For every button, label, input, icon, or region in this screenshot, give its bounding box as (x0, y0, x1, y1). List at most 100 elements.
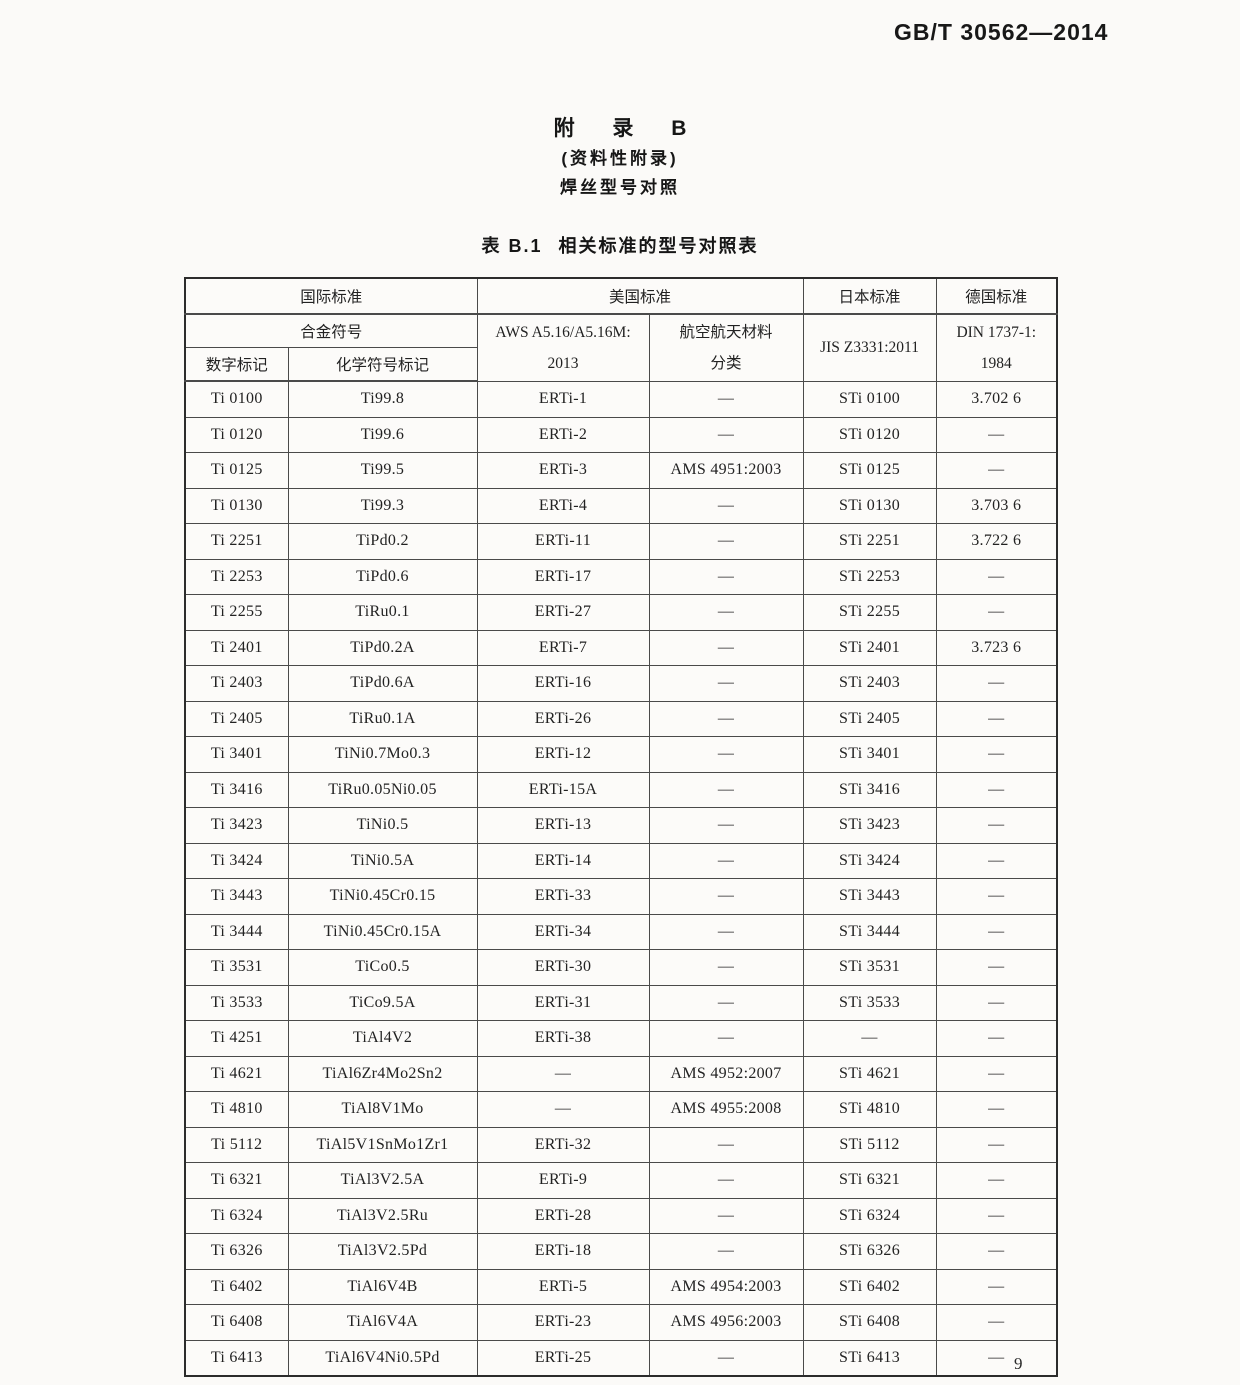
standard-number: GB/T 30562—2014 (894, 19, 1109, 45)
table-row: Ti 6321 TiAl3V2.5A ERTi-9— STi 6321— (184, 1162, 1058, 1199)
table-cell: ERTi-13 (476, 807, 650, 844)
table-cell: — (648, 736, 804, 773)
table-cell: — (935, 416, 1058, 453)
header-aws-spec: AWS A5.16/A5.16M: 2013 (476, 313, 650, 382)
table-row: Ti 6402 TiAl6V4B ERTi-5 AMS 4954:2003 STi 64… (184, 1268, 1058, 1305)
table-cell: — (648, 878, 804, 915)
table-cell: — (648, 380, 804, 418)
table-cell: Ti 0130 (184, 487, 289, 524)
table-cell: — (935, 700, 1058, 737)
table-cell: TiPd0.2A (287, 629, 478, 666)
table-cell: Ti 6413 (184, 1339, 289, 1377)
appendix-title: 附 录 B (553, 117, 703, 140)
table-cell: ERTi-17 (476, 558, 650, 595)
header-aerospace-line1: 航空航天材料 (679, 323, 773, 341)
table-cell: — (648, 807, 804, 844)
table-cell: ERTi-1 (476, 380, 650, 418)
table-row: Ti 3423 TiNi0.5 ERTi-13— STi 3423— (184, 807, 1058, 844)
table-row: Ti 2255 TiRu0.1 ERTi-27— STi 2255— (184, 594, 1058, 631)
table-cell: Ti 4621 (184, 1055, 289, 1092)
table-cell: — (935, 1126, 1058, 1163)
table-cell: STi 0130 (802, 487, 937, 524)
table-row: Ti 6326 TiAl3V2.5Pd ERTi-18— STi 6326— (184, 1233, 1058, 1270)
header-us-standard: 美国标准 (476, 277, 804, 315)
table-cell: Ti 6326 (184, 1233, 289, 1270)
table-cell: ERTi-38 (476, 1020, 650, 1057)
appendix-subtitle: (资料性附录) (561, 149, 679, 168)
table-cell: ERTi-12 (476, 736, 650, 773)
table-cell: ERTi-11 (476, 523, 650, 560)
table-row: Ti 4251 TiAl4V2 ERTi-38— — — (184, 1020, 1058, 1057)
header-alloy-symbol: 合金符号 (184, 313, 478, 348)
table-row: Ti 0100 Ti99.8 ERTi-1— STi 0100 3.702 6 (184, 380, 1058, 418)
table-cell: TiNi0.45Cr0.15A (287, 913, 478, 950)
table-cell: — (648, 949, 804, 986)
table-cell: STi 2255 (802, 594, 937, 631)
table-cell: STi 6321 (802, 1162, 937, 1199)
table-cell: STi 2253 (802, 558, 937, 595)
table-cell: Ti 2401 (184, 629, 289, 666)
table-cell: ERTi-9 (476, 1162, 650, 1199)
header-din-line1: DIN 1737-1: (956, 323, 1037, 341)
table-cell: STi 3444 (802, 913, 937, 950)
header-aerospace-line2: 分类 (710, 354, 742, 372)
table-row: Ti 6413 TiAl6V4Ni0.5Pd ERTi-25— STi 6413— (184, 1339, 1058, 1377)
page-number: 9 (1014, 1354, 1023, 1373)
header-row-standards: 国际标准 美国标准 日本标准 德国标准 (184, 277, 1058, 315)
table-cell: STi 3531 (802, 949, 937, 986)
table-cell: — (648, 558, 804, 595)
table-cell: Ti99.8 (287, 380, 478, 418)
table-cell: STi 2403 (802, 665, 937, 702)
table-body: Ti 0100 Ti99.8 ERTi-1— STi 0100 3.702 6 Ti 01… (184, 380, 1058, 1377)
table-cell: ERTi-31 (476, 984, 650, 1021)
table-cell: ERTi-5 (476, 1268, 650, 1305)
table-cell: Ti 0100 (184, 380, 289, 418)
header-din-spec: DIN 1737-1: 1984 (935, 313, 1058, 382)
table-cell: TiNi0.45Cr0.15 (287, 878, 478, 915)
table-cell: STi 3443 (802, 878, 937, 915)
table-cell: — (935, 1020, 1058, 1057)
table-cell: AMS 4956:2003 (648, 1304, 804, 1341)
table-row: Ti 3416 TiRu0.05Ni0.05 ERTi-15A — STi 3416— (184, 771, 1058, 808)
table-row: Ti 3533 TiCo9.5A ERTi-31— STi 3533— (184, 984, 1058, 1021)
table-cell: STi 3416 (802, 771, 937, 808)
table-cell: — (648, 523, 804, 560)
header-numeric-mark: 数字标记 (184, 346, 289, 382)
table-cell: ERTi-33 (476, 878, 650, 915)
table-row: Ti 6408 TiAl6V4A ERTi-23 AMS 4956:2003 STi 6… (184, 1304, 1058, 1341)
table-cell: TiRu0.1 (287, 594, 478, 631)
table-cell: Ti 6402 (184, 1268, 289, 1305)
table-cell: Ti 3443 (184, 878, 289, 915)
table-cell: TiAl5V1SnMo1Zr1 (287, 1126, 478, 1163)
table-cell: TiAl3V2.5Pd (287, 1233, 478, 1270)
appendix-subject: 焊丝型号对照 (560, 178, 680, 197)
table-cell: — (935, 1162, 1058, 1199)
header-jis-spec: JIS Z3331:2011 (802, 313, 937, 382)
table-cell: ERTi-2 (476, 416, 650, 453)
table-cell: STi 3533 (802, 984, 937, 1021)
table-cell: TiAl3V2.5Ru (287, 1197, 478, 1234)
table-cell: Ti 5112 (184, 1126, 289, 1163)
header-din-line2: 1984 (980, 354, 1012, 372)
table-cell: — (935, 1055, 1058, 1092)
table-cell: — (935, 1091, 1058, 1128)
table-cell: — (935, 842, 1058, 879)
table-cell: STi 2401 (802, 629, 937, 666)
table-cell: TiNi0.5A (287, 842, 478, 879)
table-cell: — (935, 1268, 1058, 1305)
table-cell: 3.723 6 (935, 629, 1058, 666)
table-cell: TiAl6V4A (287, 1304, 478, 1341)
table-cell: Ti 4251 (184, 1020, 289, 1057)
table-row: Ti 2253 TiPd0.6 ERTi-17— STi 2253— (184, 558, 1058, 595)
table-cell: STi 0100 (802, 380, 937, 418)
table-row: Ti 3531 TiCo0.5 ERTi-30— STi 3531— (184, 949, 1058, 986)
table-row: Ti 5112 TiAl5V1SnMo1Zr1 ERTi-32— STi 5112— (184, 1126, 1058, 1163)
header-intl-standard: 国际标准 (184, 277, 478, 315)
table-cell: STi 3424 (802, 842, 937, 879)
table-cell: Ti 3531 (184, 949, 289, 986)
table-cell: AMS 4951:2003 (648, 452, 804, 489)
table-row: Ti 2401 TiPd0.2A ERTi-7— STi 2401 3.723 6 (184, 629, 1058, 666)
table-cell: Ti 3424 (184, 842, 289, 879)
table-cell: STi 4621 (802, 1055, 937, 1092)
header-row-groups: 合金符号 AWS A5.16/A5.16M: 2013 航空航天材料 分类 JI… (184, 313, 1058, 382)
